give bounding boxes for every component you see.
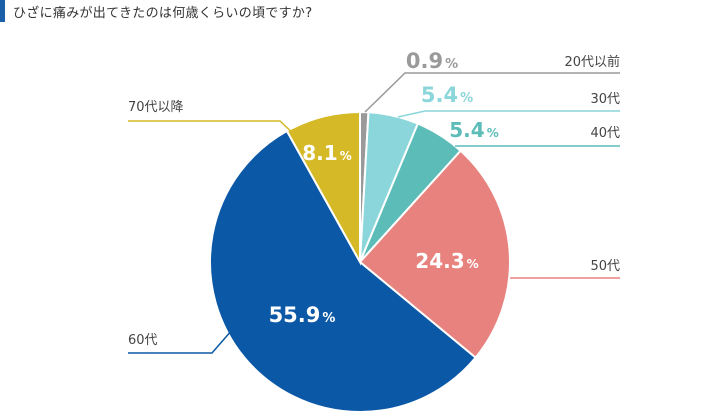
leader-line-6 <box>128 120 299 139</box>
category-label-3: 40代 <box>590 126 620 141</box>
data-label-5: 55.9% <box>269 303 336 327</box>
leader-lines <box>128 72 620 354</box>
chart-title: ひざに痛みが出てきたのは何歳くらいの頃ですか? <box>13 5 313 21</box>
pie-slice-5 <box>209 129 477 413</box>
pie-slices <box>209 110 511 413</box>
title-accent-bar <box>0 0 5 22</box>
data-label-6: 8.1% <box>302 141 351 165</box>
title-bar: ひざに痛みが出てきたのは何歳くらいの頃ですか? <box>0 0 720 22</box>
leader-line-5 <box>128 329 233 354</box>
data-label-3: 5.4% <box>449 118 498 142</box>
leader-line-2 <box>397 110 620 118</box>
pie-slice-4 <box>358 149 511 360</box>
category-label-1: 20代以前 <box>564 54 620 70</box>
leader-line-1 <box>364 72 620 113</box>
data-label-1: 0.9% <box>406 49 458 73</box>
data-label-4: 24.3% <box>415 249 478 273</box>
labels: 20代以前 0.9 % 30代 5.4 % 40代 5.4 % 50代 24.3 % 60代 55.9 % 7… <box>128 49 620 348</box>
category-label-5: 60代 <box>128 333 158 348</box>
pie-slice-6 <box>285 110 361 266</box>
category-label-6: 70代以降 <box>128 100 184 115</box>
category-label-4: 50代 <box>590 259 620 274</box>
data-label-2: 5.4% <box>421 83 473 107</box>
category-label-2: 30代 <box>590 92 620 107</box>
